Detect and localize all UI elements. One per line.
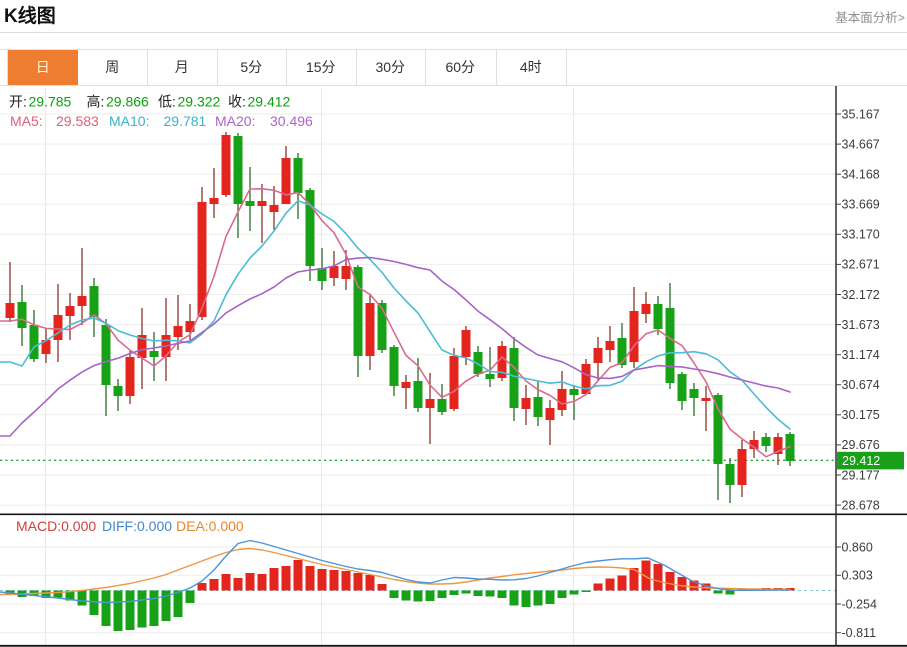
svg-text:35.167: 35.167 (842, 107, 880, 121)
svg-text:-0.254: -0.254 (842, 597, 877, 611)
svg-text:30.175: 30.175 (842, 408, 880, 422)
svg-text:31.174: 31.174 (842, 348, 880, 362)
svg-text:MACD:0.000: MACD:0.000 (16, 518, 96, 534)
svg-text:30.674: 30.674 (842, 378, 880, 392)
svg-text:DEA:0.000: DEA:0.000 (176, 518, 244, 534)
svg-text:34.667: 34.667 (842, 137, 880, 151)
svg-text:32.671: 32.671 (842, 258, 880, 272)
svg-text:33.669: 33.669 (842, 198, 880, 212)
svg-text:0.860: 0.860 (842, 540, 873, 554)
svg-text:32.172: 32.172 (842, 288, 880, 302)
svg-text:29.177: 29.177 (842, 468, 880, 482)
svg-text:29.676: 29.676 (842, 438, 880, 452)
svg-text:29.412: 29.412 (842, 454, 880, 468)
svg-text:-0.811: -0.811 (842, 626, 877, 640)
svg-text:33.170: 33.170 (842, 228, 880, 242)
svg-text:0.303: 0.303 (842, 569, 873, 583)
svg-text:34.168: 34.168 (842, 168, 880, 182)
svg-text:31.673: 31.673 (842, 318, 880, 332)
svg-text:28.678: 28.678 (842, 498, 880, 512)
svg-text:DIFF:0.000: DIFF:0.000 (102, 518, 172, 534)
